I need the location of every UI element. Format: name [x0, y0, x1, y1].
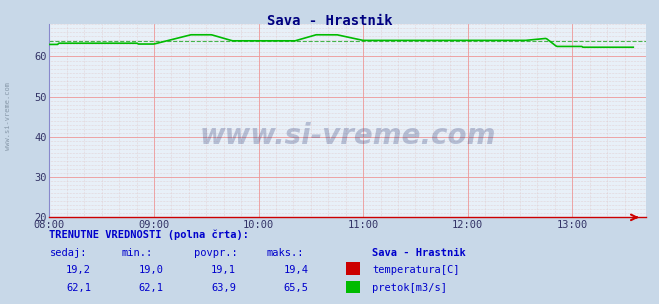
Text: 62,1: 62,1	[66, 283, 91, 293]
Text: maks.:: maks.:	[267, 248, 304, 258]
Text: 62,1: 62,1	[138, 283, 163, 293]
Text: sedaj:: sedaj:	[49, 248, 87, 258]
Text: Sava - Hrastnik: Sava - Hrastnik	[372, 248, 466, 258]
Text: 19,0: 19,0	[138, 265, 163, 275]
Text: 19,4: 19,4	[283, 265, 308, 275]
Text: 65,5: 65,5	[283, 283, 308, 293]
Text: www.si-vreme.com: www.si-vreme.com	[200, 122, 496, 150]
Text: 19,1: 19,1	[211, 265, 236, 275]
Text: Sava - Hrastnik: Sava - Hrastnik	[267, 14, 392, 28]
Text: povpr.:: povpr.:	[194, 248, 238, 258]
Text: pretok[m3/s]: pretok[m3/s]	[372, 283, 447, 293]
Text: TRENUTNE VREDNOSTI (polna črta):: TRENUTNE VREDNOSTI (polna črta):	[49, 230, 249, 240]
Text: 63,9: 63,9	[211, 283, 236, 293]
Text: 19,2: 19,2	[66, 265, 91, 275]
Text: temperatura[C]: temperatura[C]	[372, 265, 460, 275]
Text: min.:: min.:	[122, 248, 153, 258]
Text: www.si-vreme.com: www.si-vreme.com	[5, 81, 11, 150]
